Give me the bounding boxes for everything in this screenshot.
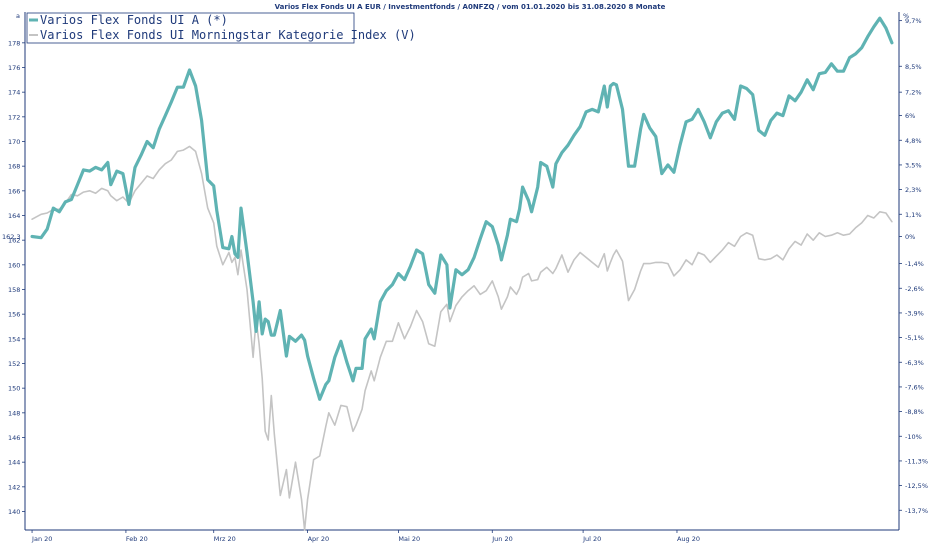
left-tick-label: 142 [8,483,20,491]
right-axis-marker: % [903,12,909,20]
right-tick-label: 7,2% [905,89,922,97]
right-tick-label: -1,4% [905,260,924,268]
x-tick-label: Mai 20 [398,535,420,543]
left-tick-label: 160 [8,261,20,269]
right-tick-label: -8,8% [905,408,924,416]
x-tick-label: Jun 20 [491,535,513,543]
left-tick-label: 158 [8,286,20,294]
x-tick-label: Mrz 20 [214,535,236,543]
left-tick-label: 164 [8,212,20,220]
x-tick-label: Jul 20 [582,535,601,543]
left-tick-label: 176 [8,64,20,72]
legend-box [26,12,355,44]
left-tick-label: 152 [8,360,20,368]
series-line-index [31,145,893,531]
series-line-fund [30,16,894,401]
chart-title: Varios Flex Fonds UI A EUR / Investmentf… [275,3,666,11]
right-tick-label: 2,3% [905,186,922,194]
reference-value-label: 162,3 [2,233,21,241]
legend: Varios Flex Fonds UI A (*) Varios Flex F… [26,12,416,44]
left-tick-label: 168 [8,163,20,171]
left-tick-label: 166 [8,187,20,195]
left-tick-label: 140 [8,508,20,516]
right-tick-label: -13,7% [905,507,928,515]
left-tick-label: 170 [8,138,20,146]
right-tick-label: 9,7% [905,17,922,25]
legend-label-index: Varios Flex Fonds UI Morningstar Kategor… [40,28,416,42]
right-tick-label: 1,1% [905,211,922,219]
left-axis-marker: a [16,12,20,20]
left-tick-label: 144 [8,459,20,467]
legend-label-fund: Varios Flex Fonds UI A (*) [40,13,228,27]
right-tick-label: -5,1% [905,334,924,342]
left-tick-label: 174 [8,89,20,97]
right-tick-label: 4,8% [905,137,922,145]
right-tick-label: 0% [905,233,915,241]
axes: a % [16,12,909,531]
right-tick-label: -11,3% [905,457,928,465]
right-tick-label: 8,5% [905,63,922,71]
right-tick-label: -7,6% [905,383,924,391]
left-tick-label: 146 [8,434,20,442]
left-tick-label: 154 [8,335,20,343]
right-tick-label: -3,9% [905,309,924,317]
right-tick-label: -2,6% [905,285,924,293]
left-tick-label: 178 [8,39,20,47]
left-axis-ticks: 140 142 144 146 148 150 152 154 156 158 160 162 164 1… [2,39,25,516]
left-tick-label: 150 [8,385,20,393]
right-tick-label: 6% [905,112,915,120]
left-tick-label: 172 [8,113,20,121]
right-axis-ticks: 9,7% 8,5% 7,2% 6% 4,8% 3,5% 2,3% 1,1% 0% -1,4% -2,… [899,17,928,515]
right-tick-label: 3,5% [905,161,922,169]
left-tick-label: 156 [8,311,20,319]
x-tick-label: Jan 20 [31,535,52,543]
series-layer [30,16,894,531]
right-tick-label: -10% [905,433,922,441]
x-axis-ticks: Jan 20 Feb 20 Mrz 20 Apr 20 Mai 20 Jun 20 Jul … [31,530,700,543]
left-tick-label: 162 [8,237,20,245]
x-tick-label: Aug 20 [677,535,700,543]
right-tick-label: -6,3% [905,359,924,367]
right-tick-label: -12,5% [905,482,928,490]
x-tick-label: Apr 20 [308,535,330,543]
left-tick-label: 148 [8,409,20,417]
x-tick-label: Feb 20 [126,535,148,543]
